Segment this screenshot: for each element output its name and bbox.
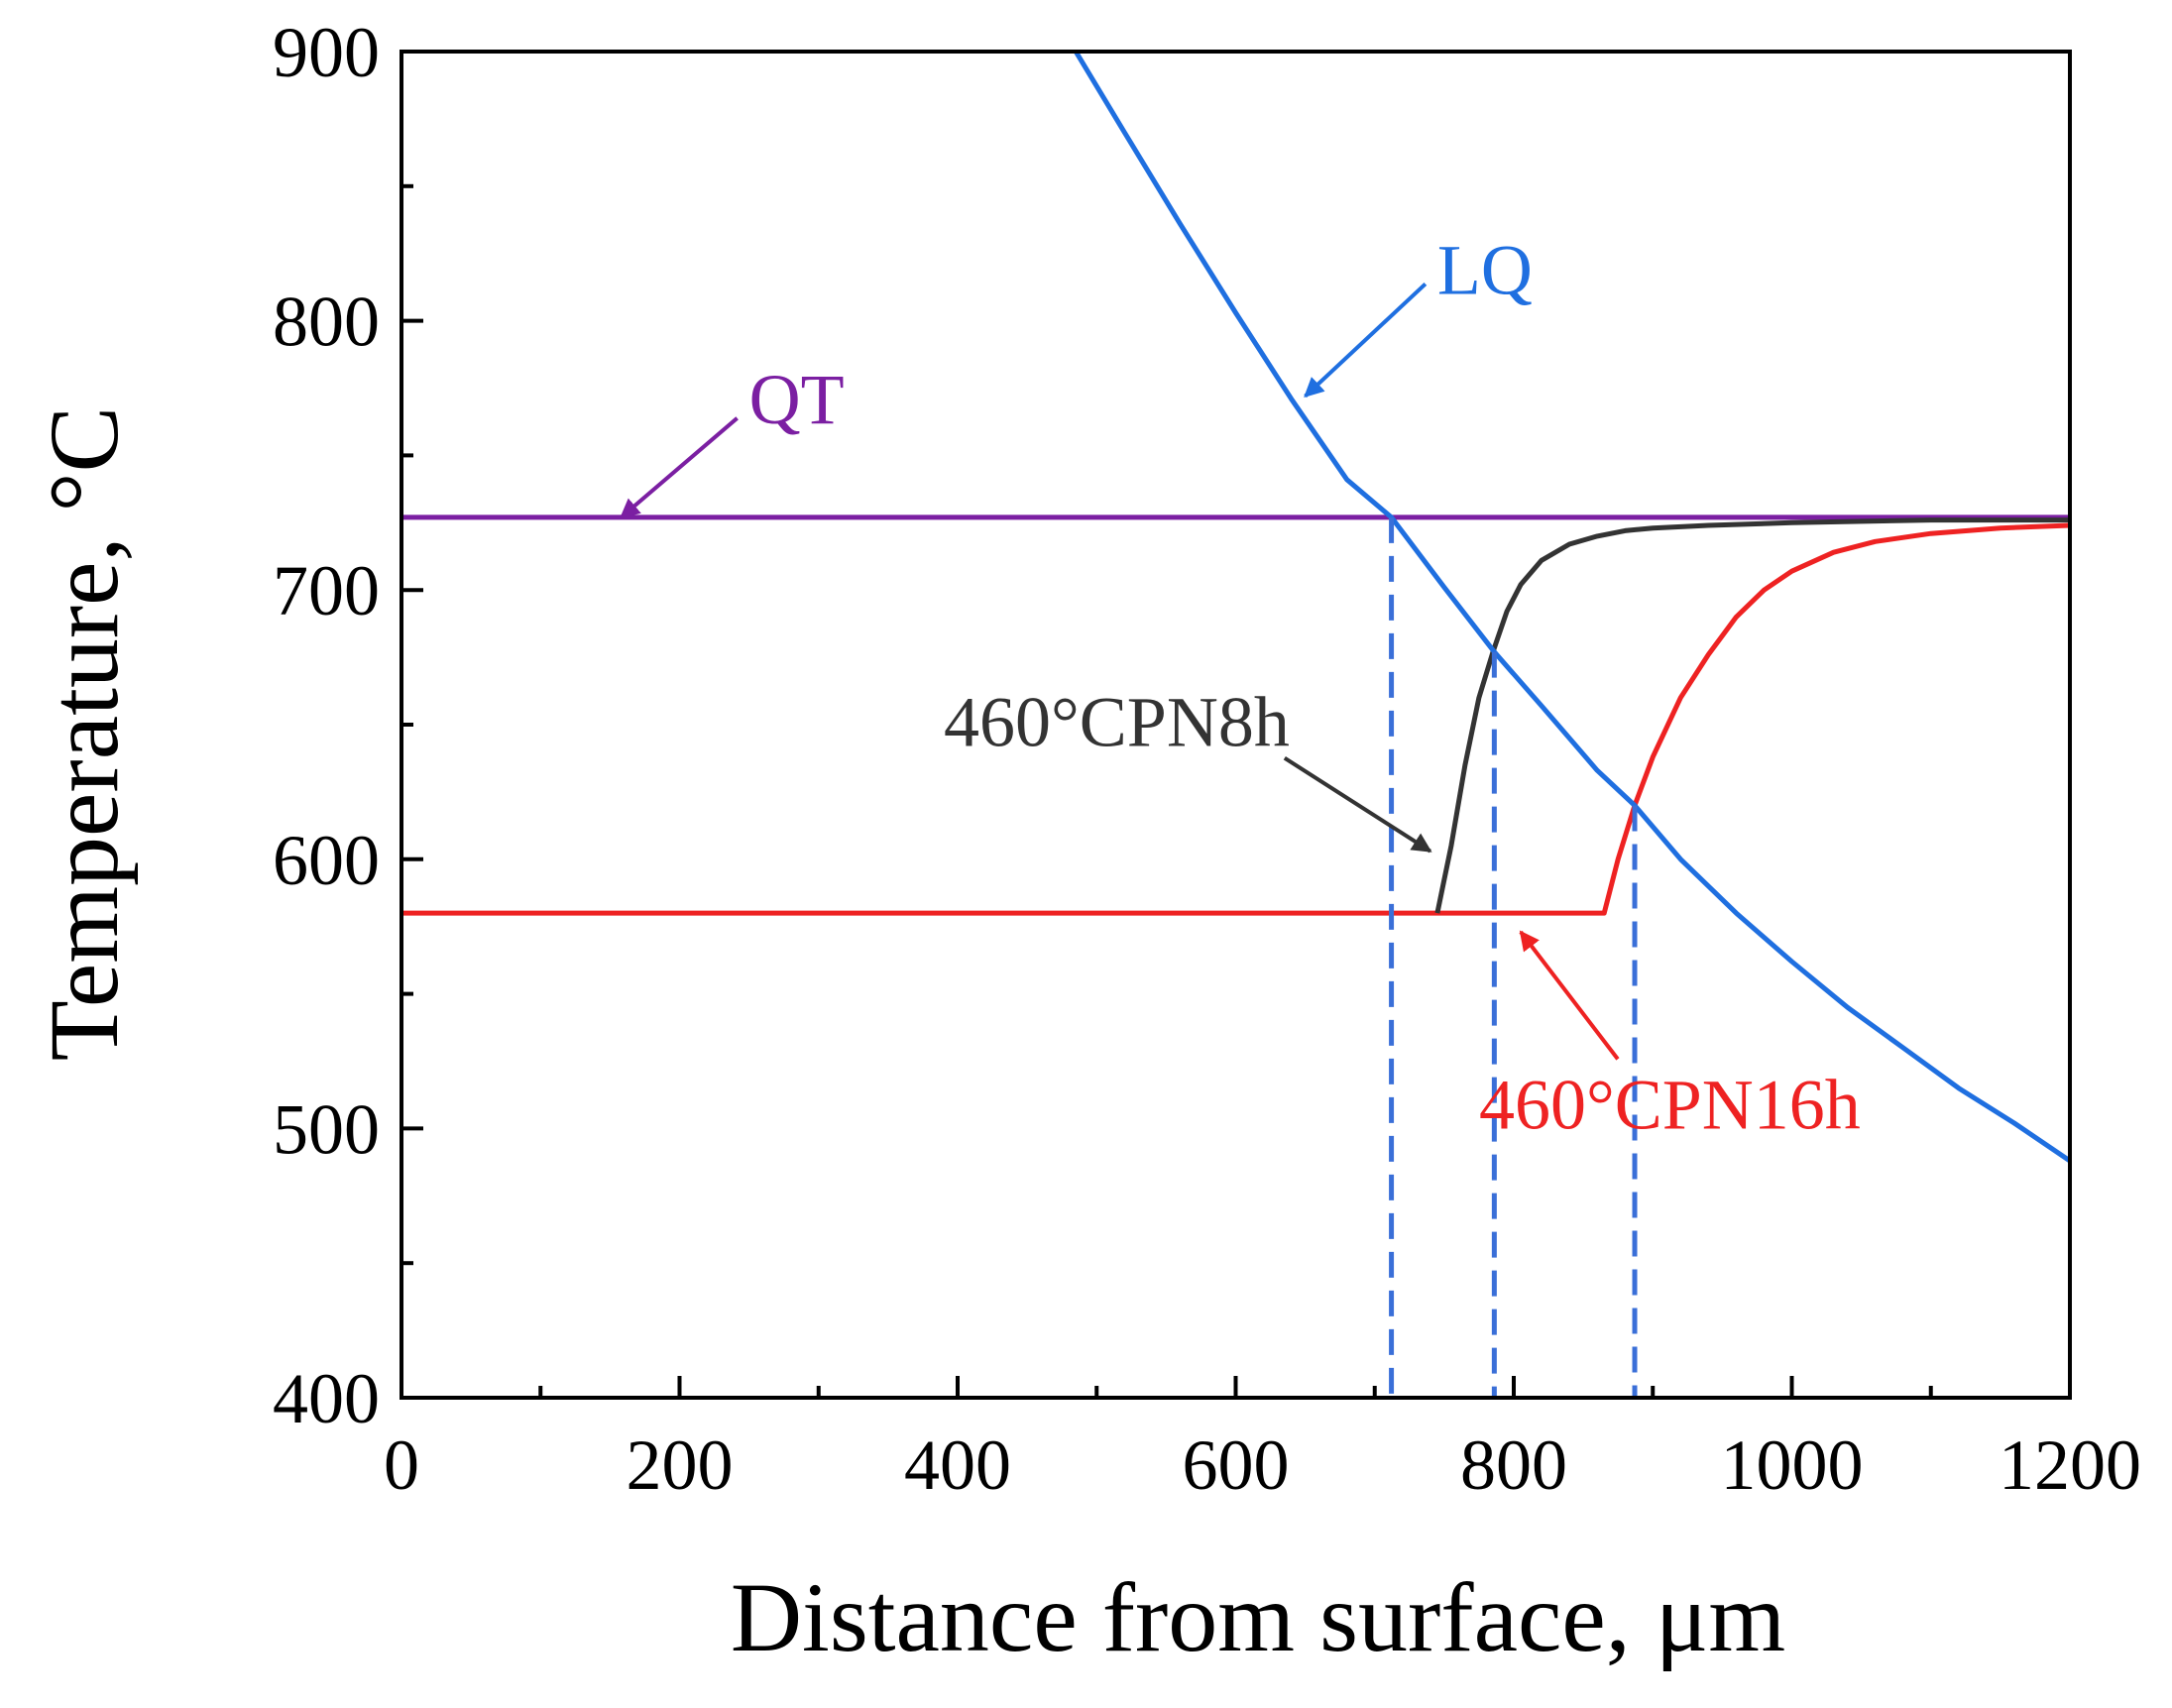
axes: 0 200 400 600 800 1000 1200 400 500 600 700 800 900 (273, 13, 2141, 1505)
series-label-LQ: LQ (1437, 230, 1533, 309)
series-line-LQ (1074, 52, 2070, 1164)
x-tick-label-400: 400 (904, 1425, 1011, 1505)
x-axis-title: Distance from surface, μm (731, 1562, 1785, 1672)
x-tick-label-1200: 1200 (1999, 1425, 2141, 1505)
x-tick-label-200: 200 (627, 1425, 734, 1505)
series-label-460°CPN8h: 460°CPN8h (944, 683, 1290, 762)
series-label-QT: QT (749, 360, 845, 439)
x-tick-label-0: 0 (384, 1425, 419, 1505)
x-tick-label-1000: 1000 (1721, 1425, 1864, 1505)
y-axis-title: Temperature, °C (29, 406, 139, 1062)
series-arrow-460°CPN8h (1283, 756, 1432, 854)
y-tick-label-500: 500 (273, 1089, 380, 1169)
y-tick-label-800: 800 (273, 283, 380, 362)
y-tick-label-700: 700 (273, 551, 380, 630)
data-layer (401, 52, 2070, 1164)
y-tick-label-400: 400 (273, 1359, 380, 1438)
annotations: QT LQ 460°CPN8h 460°CPN16h (620, 230, 1861, 1144)
series-line-460°CPN8h (1434, 517, 2070, 914)
y-tick-label-600: 600 (273, 821, 380, 900)
reference-lines (1389, 516, 1638, 1398)
series-arrow-460°CPN16h (1519, 930, 1620, 1061)
x-tick-label-800: 800 (1460, 1425, 1567, 1505)
series-arrow-LQ (1304, 282, 1428, 399)
series-line-460°CPN16h (401, 522, 2070, 916)
series-label-460°CPN16h: 460°CPN16h (1479, 1065, 1861, 1144)
x-tick-label-600: 600 (1183, 1425, 1290, 1505)
series-arrow-QT (620, 416, 739, 519)
y-tick-label-900: 900 (273, 13, 380, 92)
